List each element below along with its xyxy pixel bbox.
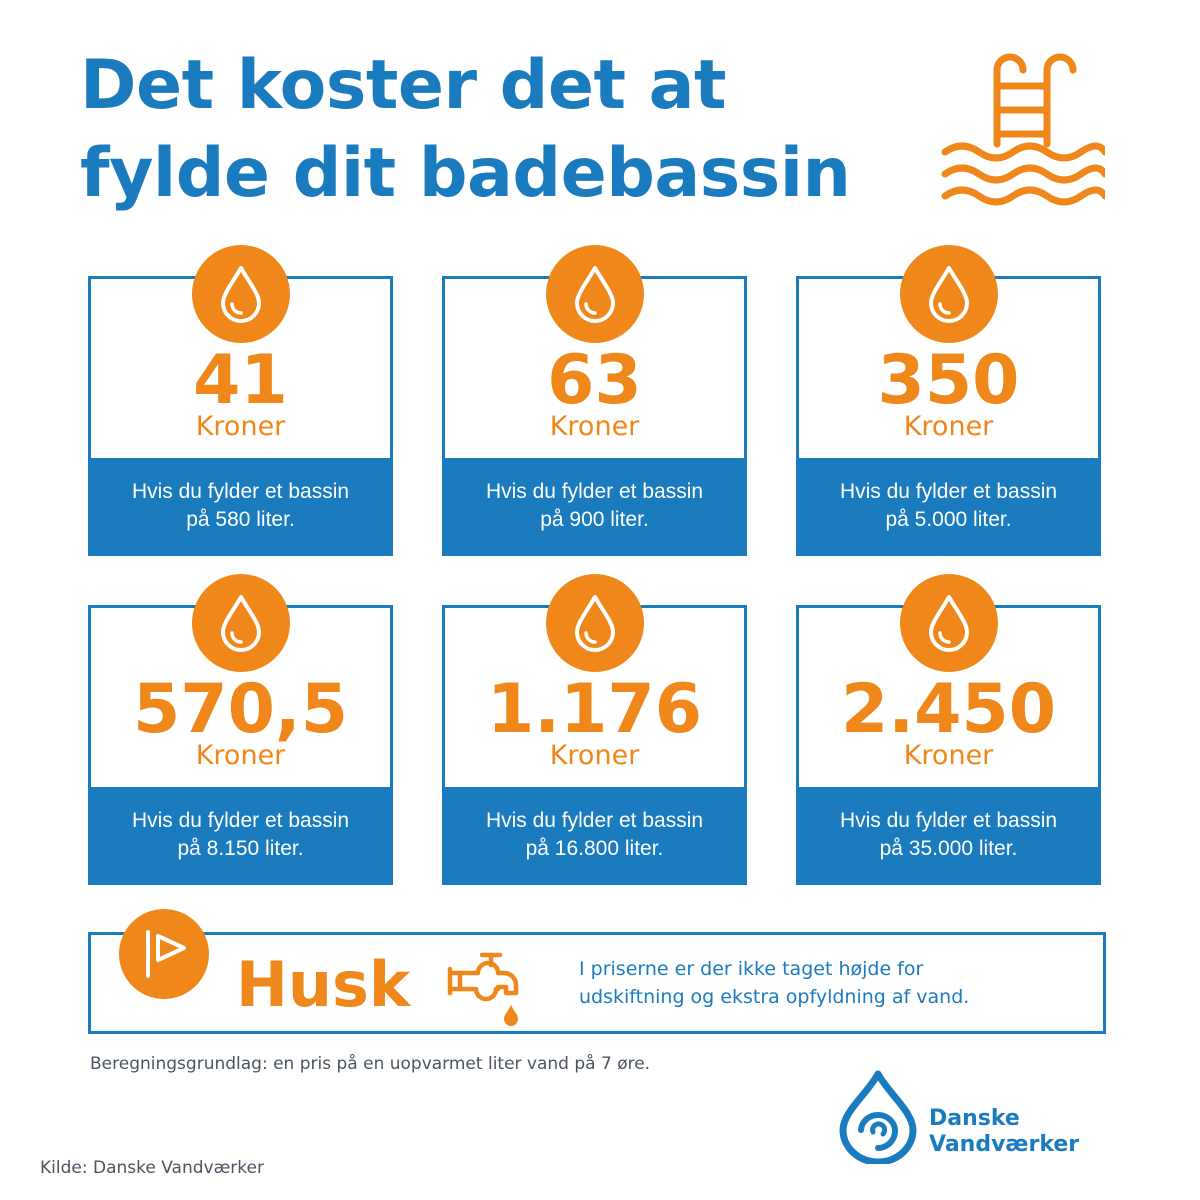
description-line-1: Hvis du fylder et bassin: [839, 479, 1058, 503]
reminder-text: I priserne er der ikke taget højde for u…: [579, 955, 969, 1011]
price-unit: Kroner: [195, 411, 286, 442]
water-drop-icon: [928, 266, 969, 323]
drop-badge: [545, 574, 644, 672]
flag-icon: [146, 930, 186, 978]
description-line-2: på 35.000 liter.: [879, 836, 1018, 860]
card-description: Hvis du fylder et bassin på 35.000 liter…: [799, 787, 1098, 882]
price-card: 350 Kroner Hvis du fylder et bassin på 5…: [796, 245, 1101, 556]
title-line-2: fylde dit badebassin: [80, 134, 851, 213]
price-amount: 570,5: [132, 670, 349, 749]
price-amount: 41: [193, 341, 288, 420]
description-line-2: på 580 liter.: [186, 507, 295, 531]
source-credit: Kilde: Danske Vandværker: [40, 1158, 264, 1178]
title-line-1: Det koster det at: [80, 46, 727, 125]
description-line-2: på 900 liter.: [540, 507, 649, 531]
price-amount: 350: [877, 341, 1020, 420]
description-line-1: Hvis du fylder et bassin: [131, 808, 350, 832]
description-line-1: Hvis du fylder et bassin: [131, 479, 350, 503]
description-line-1: Hvis du fylder et bassin: [485, 479, 704, 503]
price-card: 2.450 Kroner Hvis du fylder et bassin på…: [796, 574, 1101, 885]
water-drop-icon: [220, 266, 261, 323]
logo-line-1: Danske: [929, 1106, 1020, 1131]
drop-badge: [545, 245, 644, 343]
price-unit: Kroner: [549, 411, 640, 442]
card-description: Hvis du fylder et bassin på 8.150 liter.: [91, 787, 390, 882]
swimming-pool-ladder-icon: [941, 53, 1105, 206]
price-card: 1.176 Kroner Hvis du fylder et bassin på…: [442, 574, 747, 885]
calculation-basis-note: Beregningsgrundlag: en pris på en uopvar…: [90, 1054, 651, 1074]
water-drop-icon: [574, 595, 615, 652]
flag-badge: [119, 909, 209, 999]
page-title: Det koster det at fylde dit badebassin: [80, 42, 851, 218]
drop-badge: [899, 245, 998, 343]
price-card: 63 Kroner Hvis du fylder et bassin på 90…: [442, 245, 747, 556]
reminder-box: Husk I priserne er der ikke taget højde …: [88, 909, 1106, 1034]
water-tap-icon: [447, 952, 519, 1026]
water-drop-icon: [928, 595, 969, 652]
drop-badge: [899, 574, 998, 672]
reminder-text-line-1: I priserne er der ikke taget højde for: [579, 958, 924, 980]
price-unit: Kroner: [903, 740, 994, 771]
water-drop-logo-icon: [839, 1070, 917, 1164]
description-line-2: på 5.000 liter.: [885, 507, 1012, 531]
price-amount: 2.450: [840, 670, 1057, 749]
description-line-1: Hvis du fylder et bassin: [839, 808, 1058, 832]
drop-badge: [191, 245, 290, 343]
logo-line-2: Vandværker: [929, 1132, 1080, 1157]
price-unit: Kroner: [549, 740, 640, 771]
reminder-label: Husk: [236, 948, 411, 1021]
water-drop-icon: [574, 266, 615, 323]
drop-badge: [191, 574, 290, 672]
card-description: Hvis du fylder et bassin på 580 liter.: [91, 458, 390, 553]
card-description: Hvis du fylder et bassin på 16.800 liter…: [445, 787, 744, 882]
price-amount: 63: [547, 341, 642, 420]
price-unit: Kroner: [195, 740, 286, 771]
description-line-1: Hvis du fylder et bassin: [485, 808, 704, 832]
description-line-2: på 16.800 liter.: [525, 836, 664, 860]
danske-vandvaerker-logo: Danske Vandværker: [833, 1068, 1103, 1164]
price-card: 41 Kroner Hvis du fylder et bassin på 58…: [88, 245, 393, 556]
card-description: Hvis du fylder et bassin på 900 liter.: [445, 458, 744, 553]
price-amount: 1.176: [486, 670, 703, 749]
reminder-text-line-2: udskiftning og ekstra opfyldning af vand…: [579, 986, 970, 1008]
description-line-2: på 8.150 liter.: [177, 836, 304, 860]
price-unit: Kroner: [903, 411, 994, 442]
price-card: 570,5 Kroner Hvis du fylder et bassin på…: [88, 574, 393, 885]
logo-wordmark: Danske Vandværker: [929, 1106, 1079, 1158]
card-description: Hvis du fylder et bassin på 5.000 liter.: [799, 458, 1098, 553]
water-drop-icon: [220, 595, 261, 652]
